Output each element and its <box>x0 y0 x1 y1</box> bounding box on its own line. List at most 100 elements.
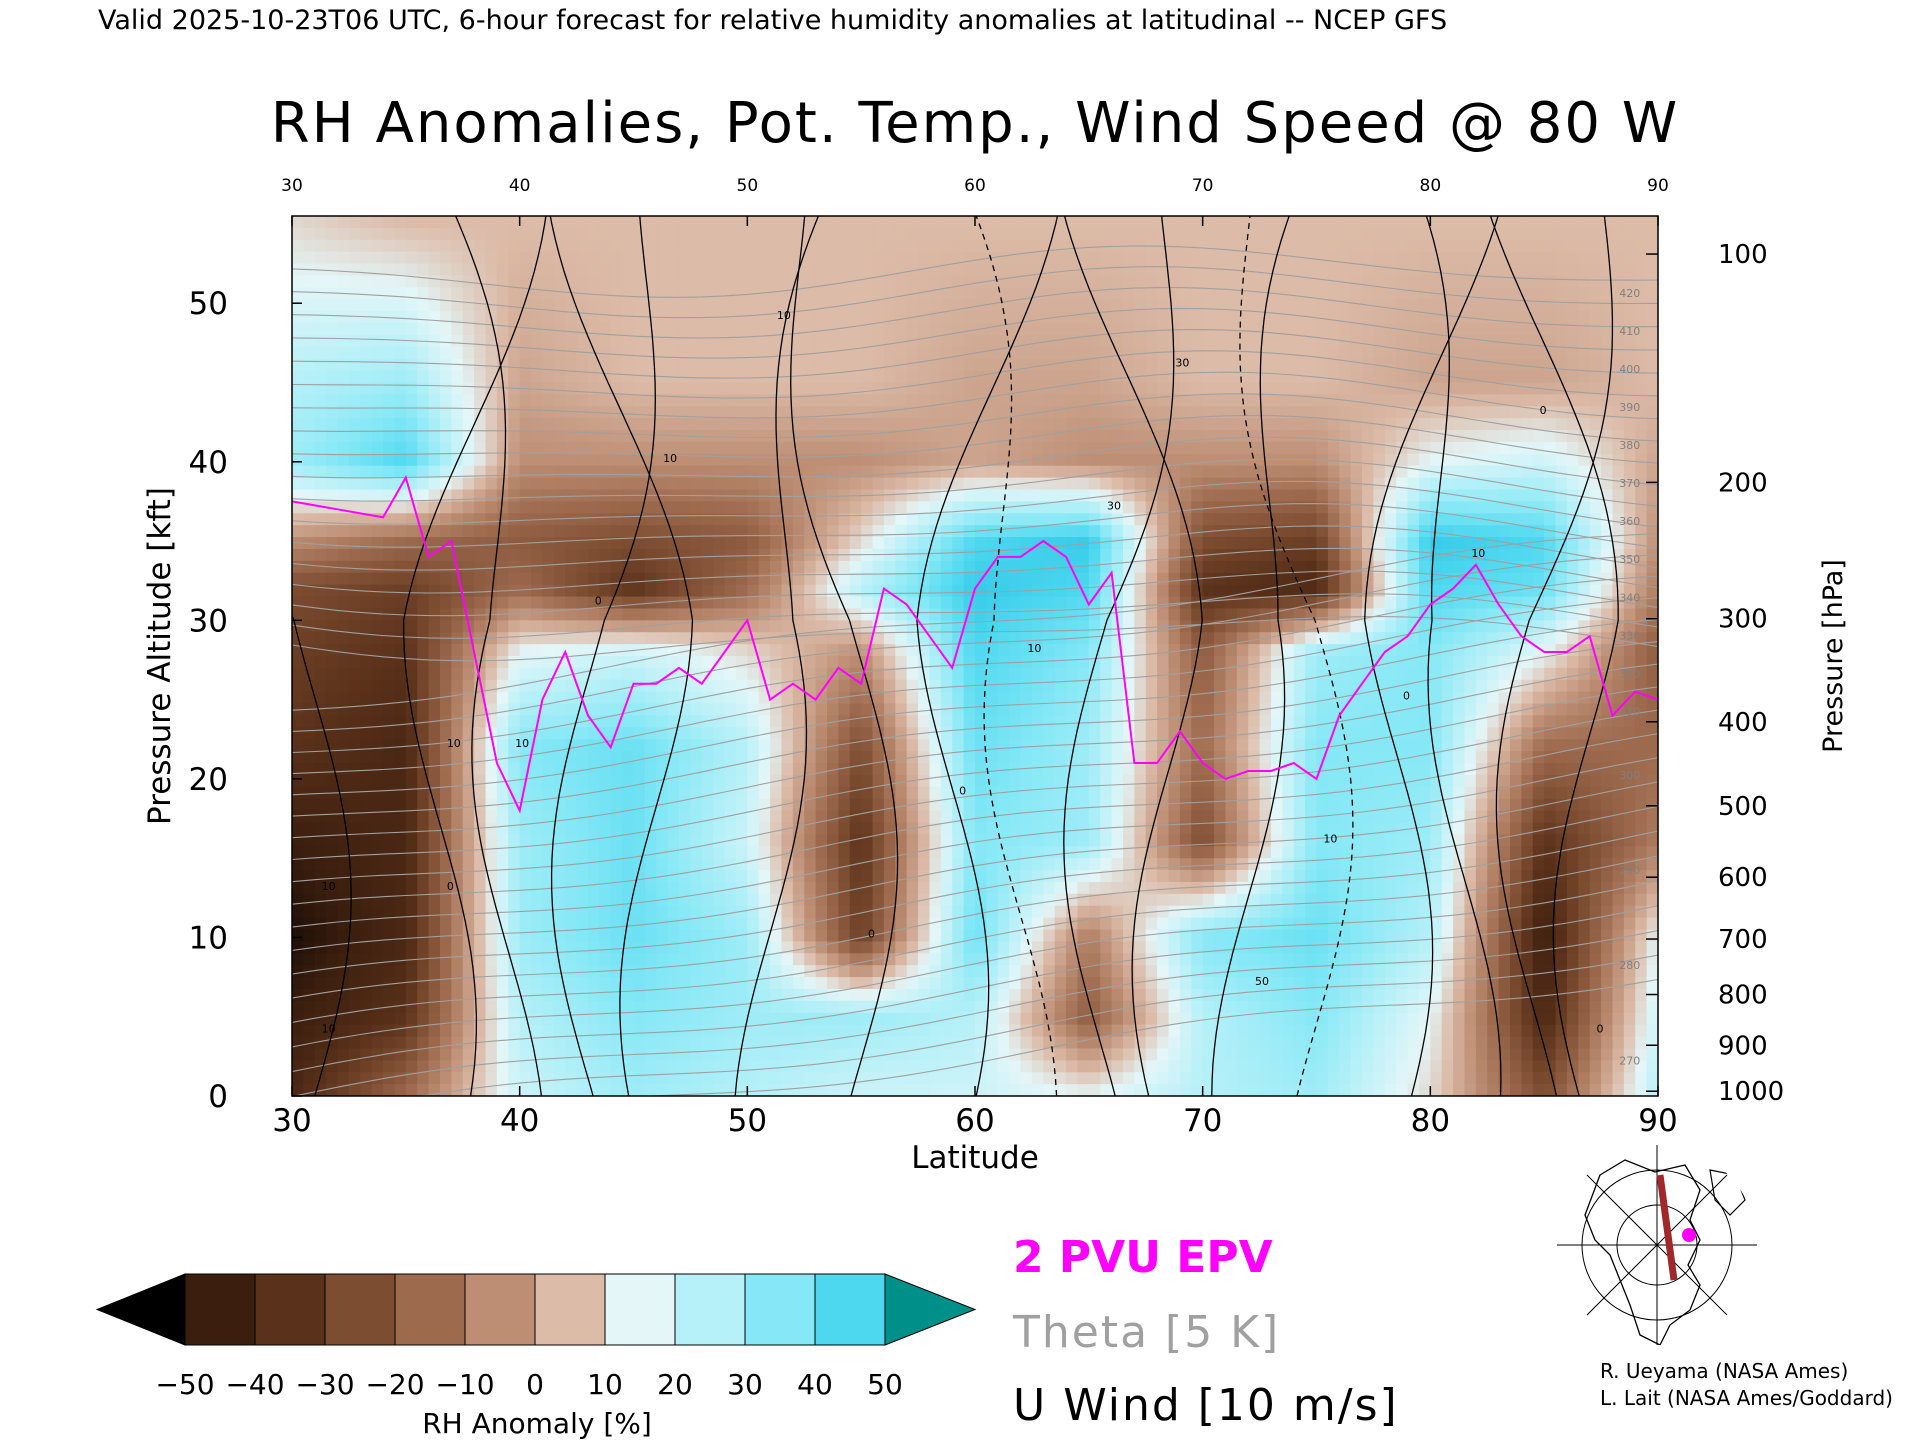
heatmap-cell <box>531 1012 544 1026</box>
heatmap-cell <box>895 834 908 847</box>
heatmap-cell <box>553 358 566 372</box>
heatmap-cell <box>633 977 646 990</box>
heatmap-cell <box>997 572 1010 586</box>
heatmap-cell <box>1009 263 1022 277</box>
heatmap-cell <box>451 501 464 514</box>
heatmap-cell <box>576 227 589 241</box>
heatmap-cell <box>383 548 396 562</box>
heatmap-cell <box>474 953 487 966</box>
heatmap-cell <box>770 953 783 966</box>
heatmap-cell <box>644 644 657 657</box>
heatmap-cell <box>758 834 771 847</box>
heatmap-cell <box>644 679 657 693</box>
heatmap-cell <box>667 977 680 990</box>
heatmap-cell <box>326 679 339 693</box>
heatmap-cell <box>872 346 885 360</box>
heatmap-cell <box>838 1048 851 1061</box>
heatmap-cell <box>952 620 965 633</box>
heatmap-cell <box>303 513 316 526</box>
heatmap-cell <box>1031 513 1044 526</box>
heatmap-cell <box>963 1072 976 1085</box>
heatmap-cell <box>849 537 862 550</box>
heatmap-cell <box>1020 822 1033 835</box>
heatmap-cell <box>792 239 805 253</box>
heatmap-cell <box>724 263 737 277</box>
heatmap-cell <box>337 774 350 788</box>
heatmap-cell <box>462 525 475 538</box>
heatmap-cell <box>451 311 464 324</box>
heatmap-cell <box>428 1036 441 1050</box>
heatmap-cell <box>496 679 509 693</box>
heatmap-cell <box>792 846 805 859</box>
heatmap-cell <box>872 216 885 229</box>
heatmap-cell <box>474 929 487 942</box>
heatmap-cell <box>383 656 396 669</box>
heatmap-cell <box>872 1048 885 1061</box>
heatmap-cell <box>781 584 794 598</box>
heatmap-cell <box>508 774 521 788</box>
heatmap-cell <box>667 881 680 895</box>
heatmap-cell <box>405 227 418 241</box>
heatmap-cell <box>861 334 874 348</box>
heatmap-cell <box>405 1084 418 1096</box>
heatmap-cell <box>963 216 976 229</box>
heatmap-cell <box>622 632 635 645</box>
heatmap-cell <box>1054 430 1067 443</box>
heatmap-cell <box>405 263 418 277</box>
heatmap-cell <box>633 537 646 550</box>
heatmap-cell <box>303 1000 316 1014</box>
heatmap-cell <box>895 263 908 277</box>
heatmap-cell <box>690 537 703 550</box>
heatmap-cell <box>679 1072 692 1085</box>
heatmap-cell <box>815 465 828 479</box>
heatmap-cell <box>952 751 965 764</box>
heatmap-cell <box>1020 441 1033 455</box>
heatmap-cell <box>713 822 726 835</box>
heatmap-cell <box>792 667 805 681</box>
heatmap-cell <box>679 1036 692 1050</box>
heatmap-cell <box>701 406 714 419</box>
heatmap-cell <box>804 1036 817 1050</box>
heatmap-cell <box>986 548 999 562</box>
heatmap-cell <box>348 596 361 610</box>
heatmap-cell <box>462 287 475 300</box>
heatmap-cell <box>587 584 600 598</box>
heatmap-cell <box>997 798 1010 812</box>
heatmap-cell <box>610 715 623 728</box>
heatmap-cell <box>519 560 532 574</box>
heatmap-cell <box>1054 620 1067 633</box>
heatmap-cell <box>997 251 1010 265</box>
heatmap-cell <box>690 418 703 431</box>
heatmap-cell <box>587 656 600 669</box>
heatmap-cell <box>451 525 464 538</box>
heatmap-cell <box>292 774 304 788</box>
heatmap-cell <box>747 1000 760 1014</box>
heatmap-cell <box>474 774 487 788</box>
heatmap-cell <box>610 477 623 491</box>
heatmap-cell <box>428 1084 441 1096</box>
heatmap-cell <box>451 382 464 395</box>
heatmap-cell <box>929 632 942 645</box>
heatmap-cell <box>360 263 373 277</box>
heatmap-cell <box>1054 537 1067 550</box>
heatmap-cell <box>975 1000 987 1014</box>
heatmap-cell <box>997 406 1010 419</box>
heatmap-cell <box>861 584 874 598</box>
heatmap-cell <box>861 418 874 431</box>
heatmap-cell <box>861 727 874 740</box>
heatmap-cell <box>758 870 771 883</box>
heatmap-cell <box>405 382 418 395</box>
heatmap-cell <box>656 572 669 586</box>
heatmap-cell <box>747 275 760 288</box>
heatmap-cell <box>474 501 487 514</box>
heatmap-cell <box>496 917 509 931</box>
heatmap-cell <box>508 584 521 598</box>
heatmap-cell <box>656 905 669 919</box>
heatmap-cell <box>428 287 441 300</box>
heatmap-cell <box>804 1024 817 1038</box>
heatmap-cell <box>838 751 851 764</box>
heatmap-cell <box>485 394 498 407</box>
heatmap-cell <box>417 929 430 942</box>
heatmap-cell <box>895 1084 908 1096</box>
heatmap-cell <box>1020 715 1033 728</box>
